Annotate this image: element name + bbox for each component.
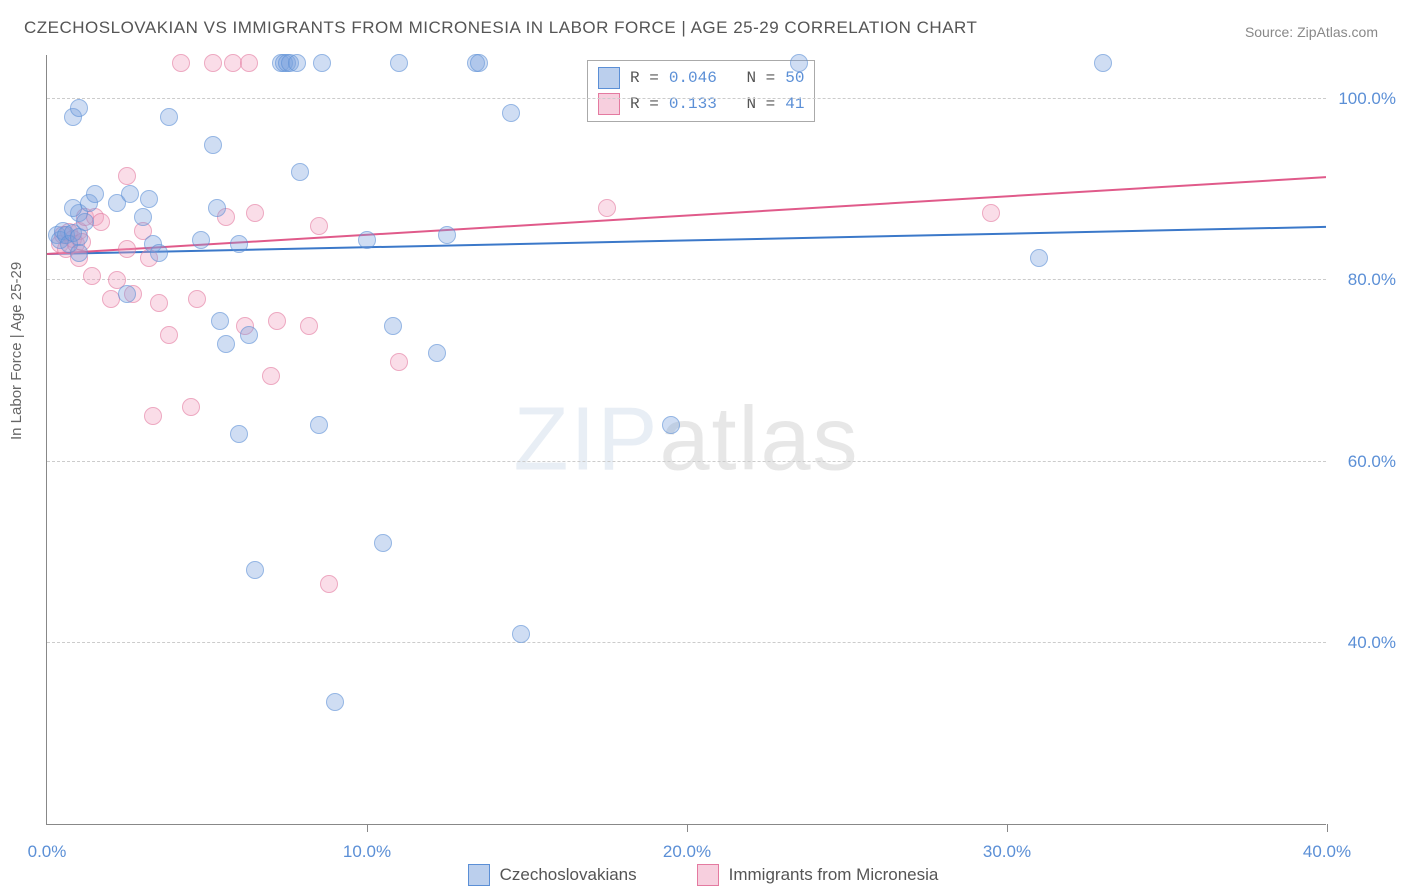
data-point-blue xyxy=(246,561,264,579)
legend-label-blue: Czechoslovakians xyxy=(500,865,637,885)
data-point-blue xyxy=(313,54,331,72)
data-point-blue xyxy=(150,244,168,262)
data-point-pink xyxy=(240,54,258,72)
data-point-blue xyxy=(217,335,235,353)
data-point-blue xyxy=(204,136,222,154)
data-point-pink xyxy=(310,217,328,235)
data-point-pink xyxy=(320,575,338,593)
x-tick xyxy=(1007,824,1008,832)
data-point-blue xyxy=(160,108,178,126)
data-point-pink xyxy=(390,353,408,371)
data-point-blue xyxy=(310,416,328,434)
watermark: ZIPatlas xyxy=(513,388,859,491)
data-point-pink xyxy=(172,54,190,72)
x-tick-label: 0.0% xyxy=(28,842,67,862)
plot-area: ZIPatlas R = 0.046 N = 50 R = 0.133 N = … xyxy=(46,55,1326,825)
r-value-blue: 0.046 xyxy=(669,69,717,87)
data-point-blue xyxy=(1094,54,1112,72)
x-tick-label: 10.0% xyxy=(343,842,391,862)
data-point-blue xyxy=(470,54,488,72)
data-point-blue xyxy=(790,54,808,72)
data-point-pink xyxy=(982,204,1000,222)
data-point-blue xyxy=(76,213,94,231)
y-tick-label: 60.0% xyxy=(1348,452,1396,472)
legend-item-blue: Czechoslovakians xyxy=(468,864,637,886)
data-point-blue xyxy=(64,199,82,217)
r-label: R = xyxy=(630,69,659,87)
data-point-pink xyxy=(118,240,136,258)
data-point-blue xyxy=(326,693,344,711)
data-point-blue xyxy=(118,285,136,303)
grid-line xyxy=(47,642,1326,643)
data-point-blue xyxy=(288,54,306,72)
swatch-blue-icon xyxy=(468,864,490,886)
watermark-atlas: atlas xyxy=(659,389,859,489)
grid-line xyxy=(47,279,1326,280)
legend-item-pink: Immigrants from Micronesia xyxy=(697,864,939,886)
data-point-pink xyxy=(150,294,168,312)
data-point-blue xyxy=(502,104,520,122)
source-label: Source: ZipAtlas.com xyxy=(1245,24,1378,40)
data-point-blue xyxy=(291,163,309,181)
data-point-pink xyxy=(262,367,280,385)
data-point-pink xyxy=(246,204,264,222)
data-point-blue xyxy=(1030,249,1048,267)
data-point-blue xyxy=(240,326,258,344)
data-point-blue xyxy=(134,208,152,226)
legend-label-pink: Immigrants from Micronesia xyxy=(729,865,939,885)
x-tick-label: 20.0% xyxy=(663,842,711,862)
data-point-pink xyxy=(118,167,136,185)
data-point-pink xyxy=(204,54,222,72)
swatch-pink-icon xyxy=(598,93,620,115)
data-point-pink xyxy=(598,199,616,217)
data-point-pink xyxy=(268,312,286,330)
data-point-blue xyxy=(121,185,139,203)
y-tick-label: 100.0% xyxy=(1338,89,1396,109)
stats-row-pink: R = 0.133 N = 41 xyxy=(598,91,804,117)
data-point-blue xyxy=(192,231,210,249)
x-tick xyxy=(1327,824,1328,832)
data-point-blue xyxy=(230,235,248,253)
swatch-pink-icon xyxy=(697,864,719,886)
data-point-pink xyxy=(144,407,162,425)
data-point-blue xyxy=(208,199,226,217)
data-point-pink xyxy=(188,290,206,308)
data-point-blue xyxy=(428,344,446,362)
watermark-zip: ZIP xyxy=(513,389,659,489)
data-point-blue xyxy=(662,416,680,434)
stats-row-blue: R = 0.046 N = 50 xyxy=(598,65,804,91)
chart-title: CZECHOSLOVAKIAN VS IMMIGRANTS FROM MICRO… xyxy=(24,18,977,38)
data-point-blue xyxy=(390,54,408,72)
data-point-pink xyxy=(92,213,110,231)
grid-line xyxy=(47,98,1326,99)
y-tick-label: 40.0% xyxy=(1348,633,1396,653)
grid-line xyxy=(47,461,1326,462)
data-point-pink xyxy=(83,267,101,285)
x-tick xyxy=(367,824,368,832)
data-point-blue xyxy=(70,244,88,262)
data-point-pink xyxy=(300,317,318,335)
bottom-legend: Czechoslovakians Immigrants from Microne… xyxy=(0,864,1406,886)
stats-box: R = 0.046 N = 50 R = 0.133 N = 41 xyxy=(587,60,815,122)
data-point-blue xyxy=(140,190,158,208)
data-point-blue xyxy=(512,625,530,643)
data-point-blue xyxy=(86,185,104,203)
x-tick-label: 40.0% xyxy=(1303,842,1351,862)
y-tick-label: 80.0% xyxy=(1348,270,1396,290)
data-point-pink xyxy=(160,326,178,344)
swatch-blue-icon xyxy=(598,67,620,89)
n-label: N = xyxy=(746,69,775,87)
x-tick-label: 30.0% xyxy=(983,842,1031,862)
data-point-blue xyxy=(358,231,376,249)
data-point-blue xyxy=(70,99,88,117)
x-tick xyxy=(687,824,688,832)
data-point-blue xyxy=(384,317,402,335)
data-point-blue xyxy=(374,534,392,552)
data-point-blue xyxy=(70,228,88,246)
y-axis-label: In Labor Force | Age 25-29 xyxy=(8,262,25,440)
data-point-blue xyxy=(438,226,456,244)
data-point-pink xyxy=(182,398,200,416)
data-point-blue xyxy=(230,425,248,443)
data-point-blue xyxy=(211,312,229,330)
